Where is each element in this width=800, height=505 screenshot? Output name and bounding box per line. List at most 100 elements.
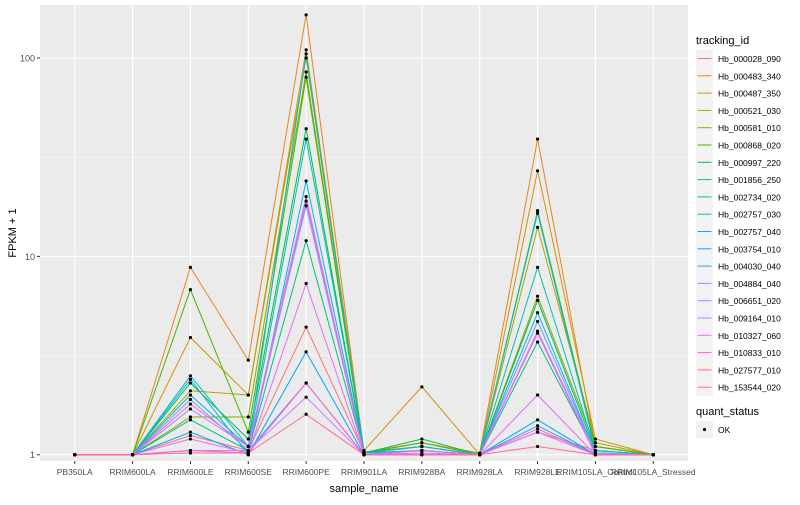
data-point — [188, 287, 193, 292]
data-point — [420, 385, 424, 389]
legend-item: Hb_010327_060 — [696, 326, 781, 344]
data-point — [593, 441, 598, 445]
legend-label: Hb_003754_010 — [718, 244, 781, 254]
legend-items: Hb_000028_090 Hb_000483_340 Hb_000487_350 H… — [696, 50, 781, 396]
data-point — [535, 225, 540, 229]
legend-item: Hb_002757_030 — [696, 205, 781, 223]
data-point — [535, 294, 540, 298]
data-point — [188, 430, 193, 434]
data-point — [246, 358, 250, 362]
data-point — [535, 265, 540, 269]
data-point — [304, 412, 308, 416]
y-axis: 1 10 100 — [20, 53, 40, 460]
legend-item: Hb_027577_010 — [696, 361, 781, 379]
x-tick-label: RRIM928BA — [398, 467, 446, 477]
data-point — [304, 381, 308, 385]
legend-item: Hb_153544_020 — [696, 378, 781, 396]
data-point — [535, 137, 540, 141]
data-point — [420, 437, 424, 441]
data-point — [304, 127, 308, 131]
data-point — [188, 418, 193, 422]
legend-label: Hb_000868_020 — [718, 141, 781, 151]
legend-title: tracking_id — [696, 35, 749, 47]
legend-item: Hb_009164_010 — [696, 309, 781, 327]
data-point — [304, 70, 308, 74]
data-point — [535, 319, 540, 324]
data-point — [593, 437, 598, 441]
data-point — [535, 424, 540, 428]
data-point — [593, 444, 598, 449]
x-tick-label: RRIM600SE — [225, 467, 273, 477]
data-point — [304, 325, 308, 329]
data-point — [304, 395, 308, 399]
legend2-key-point — [702, 427, 707, 432]
data-point — [420, 448, 424, 453]
data-point — [535, 331, 540, 335]
data-point — [130, 453, 135, 457]
data-point — [535, 169, 540, 173]
data-point — [304, 56, 308, 60]
legend: tracking_id Hb_000028_090Hb_000483_340Hb… — [696, 35, 781, 438]
legend-item: Hb_000868_020 — [696, 136, 781, 154]
data-point — [535, 211, 540, 215]
data-point — [304, 281, 308, 286]
legend-label: Hb_000521_030 — [718, 106, 781, 116]
legend-label: Hb_000997_220 — [718, 158, 781, 168]
data-point — [304, 13, 308, 17]
x-tick-label: RRIM105LA_Control — [556, 467, 635, 477]
data-point — [188, 433, 193, 438]
data-point — [188, 389, 193, 393]
data-point — [304, 239, 308, 243]
data-point — [535, 418, 540, 422]
data-point — [304, 75, 308, 79]
x-tick-label: RRIM600PE — [283, 467, 331, 477]
legend-item: Hb_000487_350 — [696, 84, 781, 102]
x-axis: PB350LA RRIM600LA RRIM600LE RRIM600SE RRIM60… — [57, 461, 696, 477]
data-point — [246, 393, 250, 397]
legend-label: Hb_006651_020 — [718, 296, 781, 306]
data-point — [188, 437, 193, 441]
legend-label: Hb_002757_040 — [718, 227, 781, 237]
data-point — [535, 340, 540, 344]
data-point — [188, 451, 193, 455]
legend-item: Hb_006651_020 — [696, 292, 781, 310]
x-tick-label: RRIM105LA_Stressed — [611, 467, 696, 477]
data-point — [304, 179, 308, 183]
data-point — [188, 381, 193, 385]
x-tick-label: RRIM600LA — [109, 467, 156, 477]
x-tick-label: RRIM901LA — [341, 467, 388, 477]
legend-item: Hb_010833_010 — [696, 344, 781, 362]
legend-item: Hb_000581_010 — [696, 119, 781, 137]
data-point — [188, 335, 193, 340]
legend-item: Hb_000483_340 — [696, 67, 781, 85]
data-point — [246, 448, 250, 453]
legend-label: Hb_004884_040 — [718, 279, 781, 289]
y-axis-title: FPKM + 1 — [7, 208, 19, 257]
data-point — [362, 453, 366, 457]
data-point — [188, 377, 193, 381]
data-point — [304, 199, 308, 203]
data-point — [304, 52, 308, 56]
legend-label: Hb_027577_010 — [718, 365, 781, 375]
legend-item: Hb_001856_250 — [696, 171, 781, 189]
data-point — [246, 415, 250, 419]
data-point — [188, 397, 193, 402]
legend-item: Hb_000028_090 — [696, 50, 781, 67]
legend-label: Hb_004030_040 — [718, 262, 781, 272]
legend-label: Hb_001856_250 — [718, 175, 781, 185]
legend-label: Hb_002734_020 — [718, 192, 781, 202]
data-point — [188, 265, 193, 269]
legend-item: Hb_003754_010 — [696, 240, 781, 258]
legend-label: Hb_000483_340 — [718, 71, 781, 81]
data-point — [246, 451, 250, 455]
legend2-title: quant_status — [696, 406, 759, 418]
data-point — [246, 444, 250, 449]
legend-label: Hb_000581_010 — [718, 123, 781, 133]
data-point — [304, 350, 308, 354]
legend2-label: OK — [718, 425, 731, 435]
data-point — [535, 393, 540, 397]
legend-item: Hb_000997_220 — [696, 153, 781, 171]
legend-item: Hb_004884_040 — [696, 274, 781, 292]
